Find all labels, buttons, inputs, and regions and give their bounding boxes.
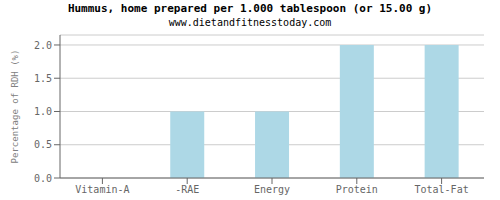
html-text:www.dietandfitnesstoday.com: www.dietandfitnesstoday.com [168, 17, 332, 28]
svg-text:0.0: 0.0 [34, 173, 52, 184]
svg-text:Total-Fat: Total-Fat [415, 184, 469, 195]
svg-text:1.5: 1.5 [34, 73, 52, 84]
svg-text:2.0: 2.0 [34, 40, 52, 51]
svg-text:Vitamin-A: Vitamin-A [75, 184, 129, 195]
svg-text:Percentage of RDH (%): Percentage of RDH (%) [10, 50, 20, 164]
svg-text:Protein: Protein [336, 184, 378, 195]
svg-text:Energy: Energy [254, 184, 290, 195]
svg-text:0.5: 0.5 [34, 139, 52, 150]
svg-text:1.0: 1.0 [34, 106, 52, 117]
html-text:Hummus, home prepared per 1.00: Hummus, home prepared per 1.000 tablespo… [67, 2, 433, 15]
svg-text:-RAE: -RAE [175, 184, 199, 195]
